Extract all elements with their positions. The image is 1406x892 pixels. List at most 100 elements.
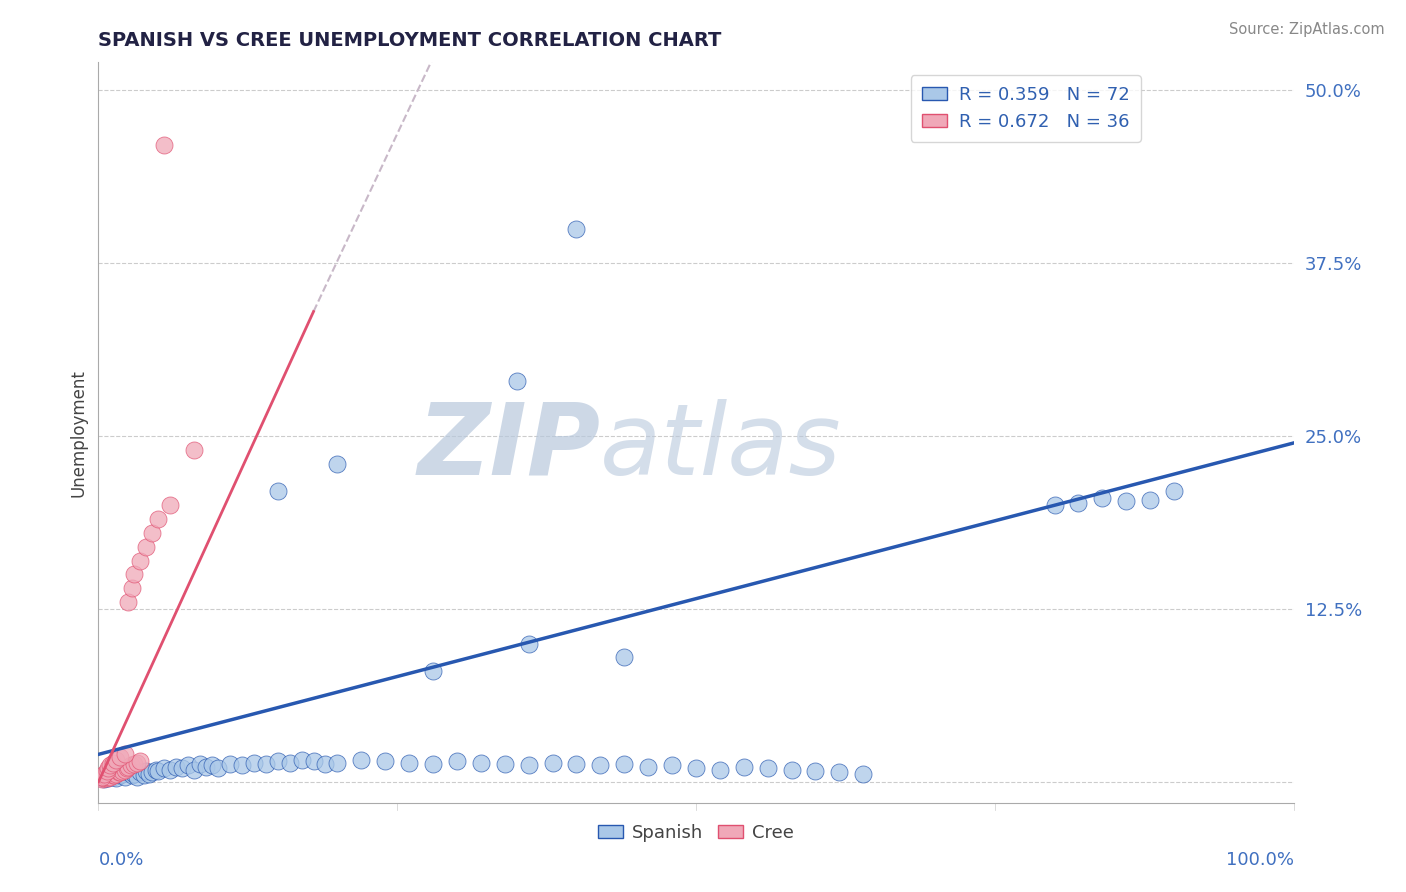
- Point: [117, 595, 139, 609]
- Point: [124, 757, 146, 772]
- Point: [315, 757, 337, 772]
- Point: [350, 753, 373, 767]
- Point: [114, 747, 136, 762]
- Point: [148, 512, 170, 526]
- Point: [231, 758, 253, 772]
- Point: [124, 567, 146, 582]
- Point: [291, 753, 314, 767]
- Text: atlas: atlas: [600, 399, 842, 496]
- Point: [637, 760, 659, 774]
- Point: [97, 771, 120, 785]
- Point: [93, 766, 115, 780]
- Point: [93, 772, 115, 787]
- Point: [446, 754, 468, 768]
- Point: [96, 764, 118, 778]
- Point: [177, 758, 200, 772]
- Point: [101, 756, 124, 770]
- Point: [852, 766, 875, 780]
- Point: [121, 768, 143, 782]
- Point: [1163, 484, 1185, 499]
- Text: 0.0%: 0.0%: [98, 851, 143, 869]
- Point: [115, 761, 138, 775]
- Point: [148, 764, 170, 778]
- Y-axis label: Unemployment: Unemployment: [69, 368, 87, 497]
- Point: [159, 763, 181, 777]
- Point: [589, 758, 612, 772]
- Point: [183, 442, 205, 457]
- Point: [108, 768, 131, 782]
- Point: [114, 763, 136, 777]
- Point: [105, 753, 128, 767]
- Point: [183, 763, 205, 777]
- Point: [517, 637, 540, 651]
- Point: [756, 761, 779, 775]
- Point: [135, 764, 157, 778]
- Point: [188, 757, 211, 772]
- Point: [1139, 492, 1161, 507]
- Text: ZIP: ZIP: [418, 399, 600, 496]
- Point: [470, 756, 492, 770]
- Point: [98, 758, 122, 772]
- Point: [804, 764, 827, 778]
- Point: [108, 750, 131, 764]
- Point: [685, 761, 707, 775]
- Point: [129, 765, 152, 780]
- Point: [108, 765, 131, 780]
- Point: [153, 138, 176, 153]
- Point: [326, 756, 349, 770]
- Point: [326, 457, 349, 471]
- Point: [302, 754, 325, 768]
- Point: [98, 770, 122, 784]
- Point: [661, 758, 683, 772]
- Point: [96, 771, 118, 785]
- Point: [201, 758, 224, 772]
- Point: [129, 554, 152, 568]
- Point: [125, 770, 148, 784]
- Point: [565, 757, 588, 772]
- Point: [138, 766, 160, 780]
- Point: [254, 757, 277, 772]
- Point: [613, 650, 636, 665]
- Point: [422, 757, 444, 772]
- Point: [114, 770, 136, 784]
- Point: [121, 582, 143, 596]
- Point: [111, 764, 134, 778]
- Point: [98, 768, 122, 782]
- Point: [541, 756, 564, 770]
- Point: [111, 766, 134, 780]
- Point: [780, 763, 803, 777]
- Point: [120, 758, 142, 772]
- Point: [613, 757, 636, 772]
- Point: [165, 760, 187, 774]
- Point: [278, 756, 301, 770]
- Point: [374, 754, 396, 768]
- Point: [107, 765, 129, 780]
- Point: [141, 765, 163, 780]
- Point: [105, 766, 128, 780]
- Point: [145, 763, 167, 777]
- Point: [141, 525, 163, 540]
- Point: [103, 768, 125, 782]
- Point: [565, 221, 588, 235]
- Point: [93, 771, 115, 785]
- Point: [135, 540, 157, 554]
- Point: [243, 756, 266, 770]
- Point: [91, 770, 114, 784]
- Point: [132, 768, 155, 782]
- Point: [398, 756, 420, 770]
- Point: [1091, 491, 1114, 506]
- Point: [195, 760, 218, 774]
- Point: [1043, 498, 1066, 512]
- Point: [159, 498, 181, 512]
- Text: SPANISH VS CREE UNEMPLOYMENT CORRELATION CHART: SPANISH VS CREE UNEMPLOYMENT CORRELATION…: [98, 30, 721, 50]
- Point: [101, 770, 124, 784]
- Point: [1115, 494, 1137, 508]
- Point: [494, 757, 516, 772]
- Point: [97, 770, 120, 784]
- Point: [117, 765, 139, 780]
- Point: [709, 763, 731, 777]
- Point: [733, 760, 755, 774]
- Point: [172, 761, 194, 775]
- Point: [124, 766, 146, 780]
- Point: [207, 761, 229, 775]
